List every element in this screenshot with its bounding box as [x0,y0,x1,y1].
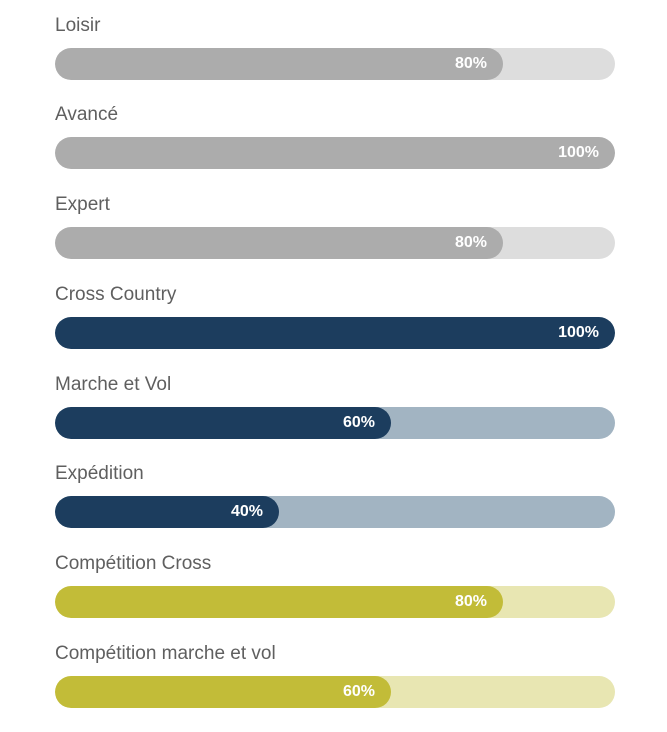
progress-percent: 80% [454,593,487,610]
skill-label: Marche et Vol [55,374,172,395]
progress-percent: 80% [454,234,487,251]
progress-fill: 80% [55,48,503,80]
skill-label: Compétition marche et vol [55,643,276,664]
progress-track: 100% [55,137,615,169]
progress-fill: 80% [55,586,503,618]
progress-fill: 40% [55,496,279,528]
progress-track: 40% [55,496,615,528]
progress-percent: 100% [558,324,599,341]
progress-track: 60% [55,676,615,708]
progress-percent: 100% [558,144,599,161]
progress-track: 80% [55,48,615,80]
progress-fill: 80% [55,227,503,259]
progress-percent: 60% [342,683,375,700]
skill-label: Expert [55,194,110,215]
progress-fill: 100% [55,137,615,169]
skill-label: Expédition [55,463,144,484]
progress-track: 80% [55,227,615,259]
progress-track: 60% [55,407,615,439]
skill-label: Cross Country [55,284,177,305]
skill-label: Loisir [55,15,101,36]
progress-track: 80% [55,586,615,618]
progress-fill: 60% [55,676,391,708]
progress-percent: 80% [454,55,487,72]
progress-fill: 100% [55,317,615,349]
skill-label: Avancé [55,104,119,125]
progress-percent: 60% [342,414,375,431]
progress-percent: 40% [230,503,263,520]
skill-label: Compétition Cross [55,553,212,574]
progress-fill: 60% [55,407,391,439]
progress-track: 100% [55,317,615,349]
